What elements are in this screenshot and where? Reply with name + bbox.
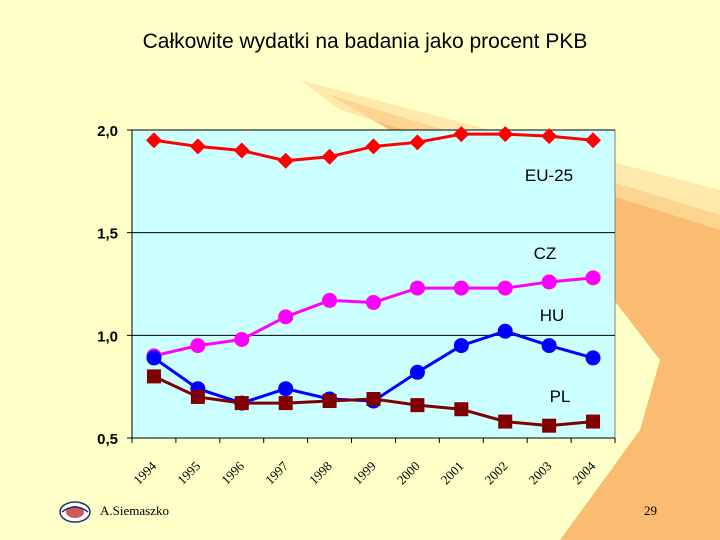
data-point-pl bbox=[190, 389, 205, 404]
x-tick-label: 2001 bbox=[438, 458, 467, 487]
series-label-eu-25: EU-25 bbox=[525, 166, 573, 185]
data-point-cz bbox=[453, 280, 469, 296]
data-point-cz bbox=[234, 331, 250, 347]
data-point-pl bbox=[278, 396, 293, 411]
author-name: A.Siemaszko bbox=[100, 503, 169, 518]
data-point-hu bbox=[585, 350, 601, 366]
data-point-cz bbox=[322, 292, 338, 308]
page-number: 29 bbox=[644, 503, 657, 518]
series-labels: EU-25 CZ HU PL bbox=[525, 166, 573, 406]
data-point-eu-25 bbox=[145, 132, 162, 149]
data-point-cz bbox=[190, 338, 206, 354]
x-tick-label: 2003 bbox=[525, 458, 554, 487]
data-point-eu-25 bbox=[585, 132, 602, 149]
data-point-pl bbox=[322, 394, 337, 409]
data-point-eu-25 bbox=[409, 134, 426, 151]
x-tick-label: 2000 bbox=[394, 458, 423, 487]
data-point-pl bbox=[366, 391, 381, 406]
x-tick-label: 1997 bbox=[262, 458, 291, 487]
x-tick-label: 1994 bbox=[130, 458, 159, 487]
logo-icon bbox=[59, 501, 91, 523]
data-point-hu bbox=[497, 323, 513, 339]
data-point-hu bbox=[146, 350, 162, 366]
data-point-pl bbox=[542, 418, 557, 433]
data-point-cz bbox=[409, 280, 425, 296]
data-point-cz bbox=[366, 294, 381, 310]
data-point-eu-25 bbox=[321, 148, 338, 165]
data-point-cz bbox=[585, 270, 601, 286]
data-point-pl bbox=[454, 402, 469, 417]
data-point-pl bbox=[586, 414, 601, 429]
x-tick-label: 1996 bbox=[218, 458, 247, 487]
data-point-eu-25 bbox=[189, 138, 206, 155]
x-tick-label: 2002 bbox=[482, 458, 511, 487]
data-point-eu-25 bbox=[497, 126, 514, 143]
data-point-pl bbox=[498, 414, 513, 429]
x-tick-label: 1998 bbox=[306, 458, 335, 487]
x-tick-label: 1999 bbox=[350, 458, 379, 487]
data-point-pl bbox=[234, 396, 249, 411]
series-label-cz: CZ bbox=[534, 244, 557, 263]
data-point-cz bbox=[278, 309, 294, 325]
x-tick-label: 2004 bbox=[569, 458, 598, 487]
y-tick-label: 1,5 bbox=[97, 226, 118, 243]
data-point-cz bbox=[541, 274, 557, 290]
y-tick-label: 2,0 bbox=[97, 123, 118, 140]
series-group bbox=[145, 126, 602, 433]
data-point-eu-25 bbox=[541, 128, 558, 145]
data-point-hu bbox=[453, 338, 469, 354]
slide-title: Całkowite wydatki na badania jako procen… bbox=[142, 30, 588, 53]
data-point-eu-25 bbox=[365, 138, 382, 155]
data-point-eu-25 bbox=[277, 152, 294, 169]
series-label-hu: HU bbox=[540, 306, 565, 325]
data-point-hu bbox=[541, 338, 557, 354]
x-tick-label: 1995 bbox=[174, 458, 203, 487]
data-point-cz bbox=[497, 280, 513, 296]
y-tick-label: 0,5 bbox=[97, 431, 118, 448]
data-point-hu bbox=[409, 364, 425, 380]
y-tick-label: 1,0 bbox=[97, 328, 118, 345]
data-point-pl bbox=[146, 369, 161, 384]
data-point-hu bbox=[278, 381, 294, 397]
data-point-eu-25 bbox=[453, 126, 470, 143]
data-point-pl bbox=[410, 398, 425, 413]
background-accent-band bbox=[330, 95, 720, 540]
data-point-eu-25 bbox=[233, 142, 250, 159]
series-label-pl: PL bbox=[550, 387, 571, 406]
